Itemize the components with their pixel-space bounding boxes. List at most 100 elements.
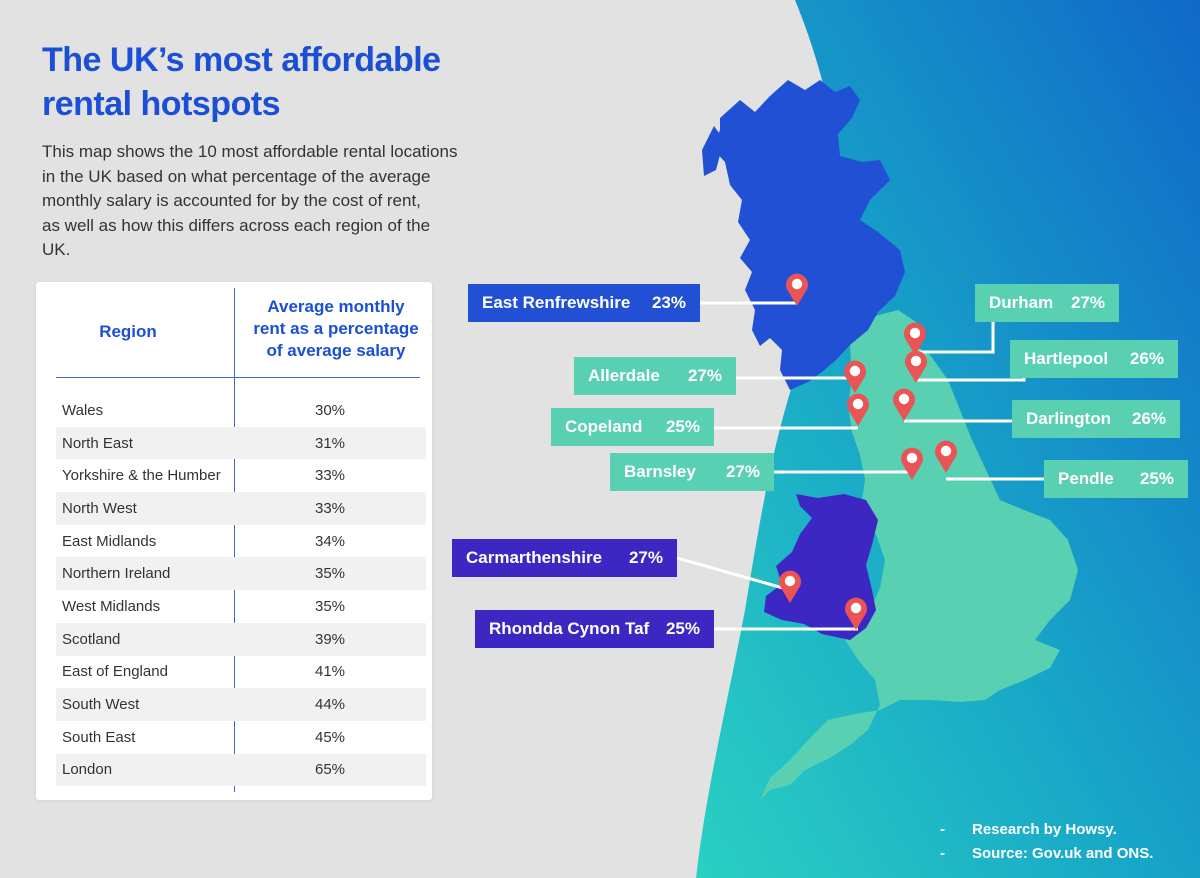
hotspot-name: Durham (989, 293, 1054, 312)
hotspot-name: Allerdale (588, 366, 660, 385)
label-hartlepool: Hartlepool 26% (1010, 340, 1178, 378)
label-allerdale: Allerdale 27% (574, 357, 736, 395)
row-percentage: 33% (314, 467, 346, 485)
header-rent: Average monthly rent as a percentage of … (246, 296, 426, 362)
pin-hartlepool (905, 350, 927, 383)
label-east-renfrewshire: East Renfrewshire 23% (468, 284, 700, 322)
table-row: South West 44% (56, 688, 426, 721)
description-line-4: as well as how this differs across each … (42, 215, 431, 260)
credit-dash: - (940, 821, 945, 838)
credit-research: - Research by Howsy. (940, 818, 1153, 842)
row-region: Scotland (62, 630, 121, 648)
row-region: North East (62, 434, 133, 452)
table-row: Wales 30% (56, 394, 426, 427)
row-percentage: 65% (314, 761, 346, 779)
england-region (760, 310, 1078, 800)
pin-barnsley (901, 447, 923, 480)
column-divider (234, 288, 235, 792)
row-region: East Midlands (62, 532, 157, 550)
hotspot-name: Pendle (1058, 469, 1114, 488)
row-percentage: 34% (314, 532, 346, 550)
credit-source-text: Source: Gov.uk and ONS. (972, 845, 1154, 862)
pin-east-renfrewshire (786, 273, 808, 306)
hotspot-percentage: 26% (1129, 349, 1164, 368)
label-durham: Durham 27% (975, 284, 1119, 322)
row-percentage: 45% (314, 728, 346, 746)
hotspot-name: Rhondda Cynon Taf (489, 619, 650, 638)
table-row: Northern Ireland 35% (56, 557, 426, 591)
label-carmarthenshire: Carmarthenshire 27% (452, 539, 677, 577)
label-pendle: Pendle 25% (1044, 460, 1188, 498)
credit-dash: - (940, 845, 945, 862)
region-table: Region Average monthly rent as a percent… (36, 282, 432, 800)
hotspot-percentage: 23% (651, 293, 686, 312)
hotspot-name: East Renfrewshire (482, 293, 631, 312)
row-percentage: 41% (314, 663, 346, 681)
table-row: East Midlands 34% (56, 525, 426, 558)
hotspot-name: Copeland (565, 417, 643, 436)
pin-allerdale (844, 360, 866, 393)
table-row: East of England 41% (56, 656, 426, 689)
hotspot-percentage: 25% (1139, 469, 1174, 488)
row-region: East of England (62, 663, 168, 681)
hotspot-name: Hartlepool (1024, 349, 1109, 368)
hotspot-name: Barnsley (624, 462, 696, 481)
pin-pendle (935, 440, 957, 473)
title-line-1: The UK’s most affordable (42, 41, 441, 79)
description: This map shows the 10 most affordable re… (42, 140, 462, 263)
description-line-1: This map shows the 10 most affordable re… (42, 142, 458, 161)
hotspot-percentage: 27% (628, 548, 663, 567)
row-region: Wales (62, 401, 104, 419)
header-region: Region (99, 322, 157, 341)
label-barnsley: Barnsley 27% (610, 453, 774, 491)
row-region: West Midlands (62, 597, 161, 615)
label-rhondda: Rhondda Cynon Taf 25% (475, 610, 714, 648)
header-rent-line-1: Average monthly (267, 297, 405, 316)
credit-source: - Source: Gov.uk and ONS. (940, 842, 1153, 866)
hotspot-name: Darlington (1026, 409, 1111, 428)
credit-research-text: Research by Howsy. (972, 821, 1117, 838)
scotland-region (712, 80, 905, 390)
row-region: London (62, 761, 113, 779)
header-rent-line-3: of average salary (266, 341, 406, 360)
row-percentage: 35% (314, 565, 346, 583)
row-region: North West (62, 499, 137, 517)
header-rent-line-2: rent as a percentage (253, 319, 419, 338)
table-row: North East 31% (56, 426, 426, 460)
label-darlington: Darlington 26% (1012, 400, 1180, 438)
row-percentage: 33% (314, 499, 346, 517)
pin-darlington (893, 388, 915, 421)
label-copeland: Copeland 25% (551, 408, 714, 446)
row-region: South West (62, 696, 140, 714)
pin-durham (904, 322, 926, 355)
hotspot-percentage: 26% (1131, 409, 1166, 428)
pin-carmarthenshire (779, 570, 801, 603)
row-percentage: 35% (314, 597, 346, 615)
table-row: West Midlands 35% (56, 590, 426, 623)
description-line-2: in the UK based on what percentage of th… (42, 166, 431, 186)
hotspot-percentage: 25% (665, 417, 700, 436)
table-row: South East 45% (56, 721, 426, 754)
title-line-2: rental hotspots (42, 85, 281, 123)
row-region: Northern Ireland (62, 565, 171, 583)
page-title: The UK’s most affordable rental hotspots (42, 38, 441, 126)
pin-rhondda (845, 597, 867, 630)
row-region: Yorkshire & the Humber (62, 467, 221, 485)
row-percentage: 39% (314, 630, 346, 648)
header-rule (56, 377, 420, 378)
pin-copeland (847, 393, 869, 426)
table-body: Wales 30% North East 31% Yorkshire & the H… (56, 394, 426, 787)
row-percentage: 30% (314, 401, 346, 419)
hotspot-percentage: 27% (1070, 293, 1105, 312)
credits: - Research by Howsy. - Source: Gov.uk an… (940, 818, 1153, 866)
table-row: Yorkshire & the Humber 33% (56, 459, 426, 492)
hotspot-percentage: 25% (665, 619, 700, 638)
hotspot-name: Carmarthenshire (466, 548, 603, 567)
scotland-island (702, 126, 724, 176)
table-row: North West 33% (56, 492, 426, 525)
row-percentage: 44% (314, 696, 346, 714)
table-row: London 65% (56, 753, 426, 787)
hotspot-percentage: 27% (725, 462, 760, 481)
row-region: South East (62, 728, 136, 746)
